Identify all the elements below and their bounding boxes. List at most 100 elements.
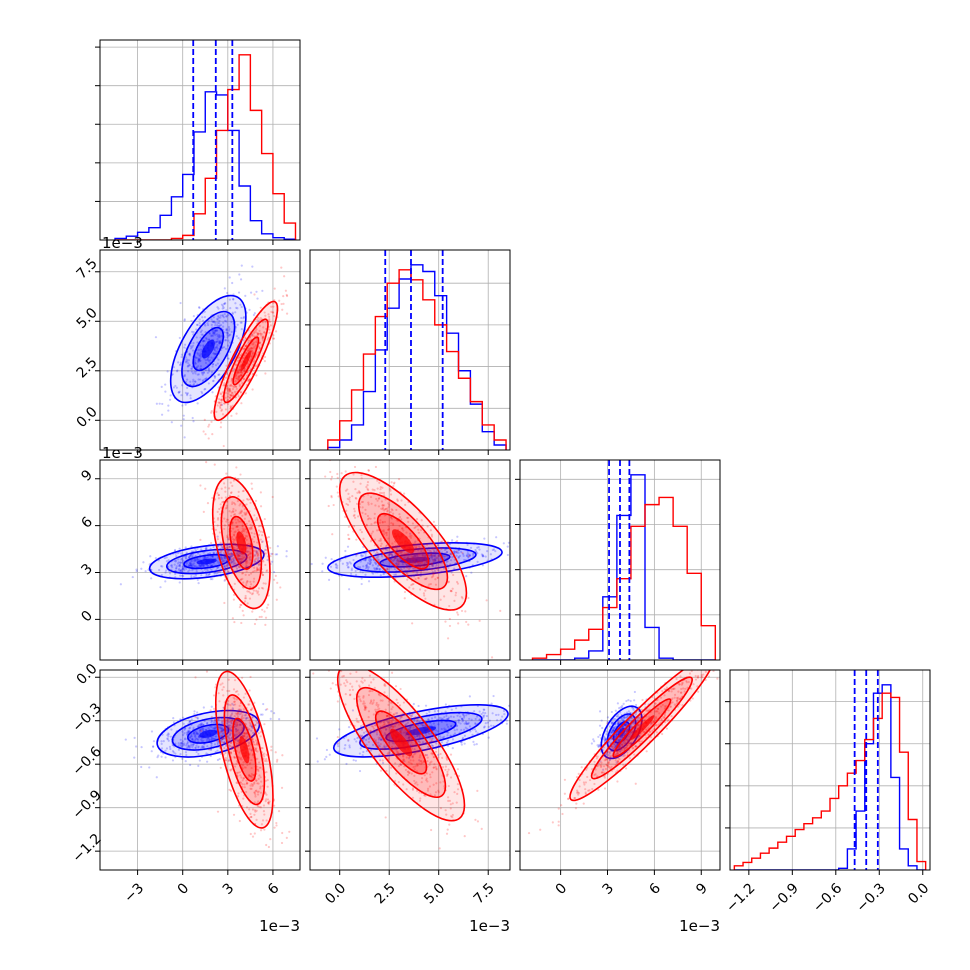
scatter-point (195, 565, 198, 568)
scatter-point (446, 773, 449, 776)
scatter-point (202, 344, 205, 347)
scatter-point (198, 729, 201, 732)
scatter-point (346, 488, 349, 491)
scatter-point (424, 554, 427, 557)
scatter-point (212, 316, 215, 319)
scatter-point (226, 357, 229, 360)
scatter-point (229, 384, 232, 387)
scatter-point (200, 723, 203, 726)
scatter-point (373, 567, 376, 570)
scatter-point (377, 558, 380, 561)
scatter-point (172, 366, 175, 369)
scatter-point (257, 568, 260, 571)
scatter-point (165, 560, 169, 563)
scatter-point (206, 564, 210, 567)
scatter-point (456, 724, 459, 727)
scatter-point (250, 349, 254, 353)
scatter-point (385, 769, 388, 773)
scatter-point (223, 601, 226, 605)
scatter-point (429, 773, 432, 776)
scatter-point (367, 580, 371, 583)
x-tick-label: −0.3 (854, 880, 889, 915)
scatter-point (324, 475, 327, 478)
scatter-point (361, 571, 364, 574)
scatter-point (207, 555, 210, 558)
scatter-point (375, 733, 379, 736)
scatter-point (165, 569, 168, 572)
scatter-point (253, 813, 256, 816)
scatter-point (244, 534, 247, 537)
scatter-point (435, 564, 438, 567)
scatter-point (389, 726, 392, 729)
scatter-point (360, 725, 363, 728)
scatter-point (224, 496, 227, 499)
scatter-point (172, 721, 176, 724)
scatter-point (323, 758, 326, 761)
scatter-point (257, 593, 260, 596)
scatter-point (188, 354, 192, 357)
scatter-point (217, 401, 220, 404)
scatter-point (216, 518, 220, 521)
scatter-point (244, 663, 246, 665)
scatter-point (464, 610, 467, 613)
scatter-point (238, 368, 241, 371)
scatter-point (250, 354, 254, 357)
scatter-point (417, 563, 420, 566)
scatter-point (264, 708, 267, 711)
scatter-point (224, 758, 227, 762)
scatter-point (346, 503, 350, 506)
scatter-point (216, 742, 219, 746)
scatter-point (230, 719, 234, 722)
scatter-point (382, 745, 386, 748)
scatter-point (236, 711, 239, 715)
scatter-point (470, 571, 473, 574)
scatter-point (230, 728, 233, 732)
scatter-point (188, 353, 191, 356)
scatter-point (155, 776, 158, 779)
scatter-point (213, 726, 216, 729)
scatter-point (215, 333, 219, 336)
scatter-point (224, 486, 227, 489)
scatter-point (255, 589, 258, 593)
scatter-point (376, 487, 379, 490)
scatter-point (235, 377, 238, 380)
scatter-point (235, 466, 238, 469)
scatter-point (206, 358, 209, 362)
scatter-point (203, 378, 206, 381)
scatter-point (474, 730, 478, 733)
scatter-point (244, 345, 247, 348)
scatter-point (199, 723, 202, 726)
scatter-point (377, 497, 380, 500)
scatter-point (140, 765, 143, 769)
scatter-point (218, 398, 221, 401)
scatter-point (203, 556, 207, 559)
scatter-point (210, 569, 213, 572)
scatter-point (188, 727, 191, 730)
scatter-point (210, 564, 214, 567)
scatter-point (373, 517, 376, 520)
scatter-point (464, 720, 468, 724)
scatter-point (232, 688, 236, 691)
scatter-point (365, 564, 368, 567)
scatter-point (232, 298, 235, 301)
scatter-point (400, 499, 403, 502)
scatter-point (195, 366, 199, 369)
scatter-point (239, 473, 242, 476)
scatter-point (348, 498, 351, 501)
scatter-point (466, 543, 469, 546)
scatter-point (232, 598, 235, 601)
scatter-point (246, 497, 249, 501)
scatter-point (221, 558, 224, 561)
scatter-point (174, 752, 177, 755)
scatter-point (206, 721, 209, 725)
scatter-point (217, 716, 221, 719)
scatter-point (200, 329, 203, 332)
scatter-point (486, 550, 489, 553)
scatter-point (237, 528, 240, 532)
scatter-point (236, 740, 239, 743)
scatter-point (440, 547, 443, 550)
scatter-point (178, 581, 181, 584)
scatter-point (195, 732, 198, 735)
scatter-point (244, 344, 247, 347)
scatter-point (416, 571, 419, 574)
